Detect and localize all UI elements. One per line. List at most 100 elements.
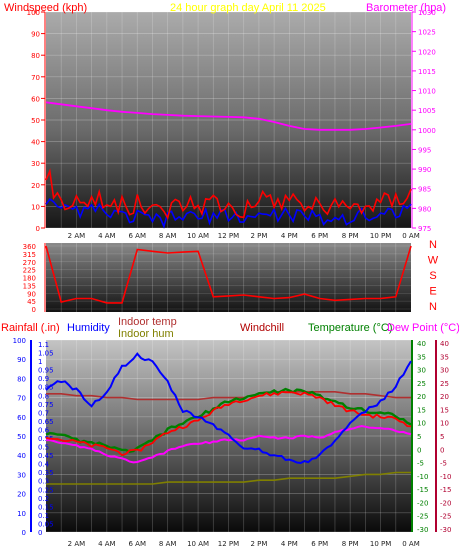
windchill-label: Windchill — [240, 322, 284, 334]
dew-point-tick-label: -20 — [440, 499, 451, 507]
barometer-tick-label: 1030 — [418, 9, 436, 17]
time-tick-label: 12 PM — [218, 540, 239, 548]
barometer-tick-label: 1025 — [418, 29, 436, 37]
rainfall-tick-label: 0.15 — [38, 503, 54, 511]
windspeed-tick-label: 0 — [36, 225, 40, 233]
time-tick-label: 2 PM — [250, 232, 267, 240]
dew-point-tick-label: 25 — [440, 380, 449, 388]
dew-point-tick-label: -25 — [440, 513, 451, 521]
temp-panel-time-labels: 2 AM 4 AM 6 AM 8 AM 10 AM 12 PM 2 PM 4 PM 6 PM 8 … — [68, 540, 420, 548]
rainfall-tick-label: 0.2 — [38, 495, 49, 503]
rainfall-tick-label: 0.3 — [38, 478, 49, 486]
time-tick-label: 8 PM — [342, 540, 359, 548]
humidity-tick-label: 70 — [17, 395, 26, 403]
rainfall-tick-label: 1.1 — [38, 341, 49, 349]
windspeed-tick-label: 90 — [31, 31, 40, 39]
compass-label: S — [429, 270, 436, 282]
barometer-tick-label: 1015 — [418, 68, 436, 76]
windspeed-tick-label: 20 — [31, 182, 40, 190]
rainfall-ticks: 00.050.10.150.20.250.30.350.40.450.50.55… — [38, 341, 54, 537]
direction-tick-label: 0 — [32, 306, 36, 314]
barometer-tick-label: 1020 — [418, 48, 436, 56]
temperature-tick-label: 35 — [417, 353, 426, 361]
graph-date-title: 24 hour graph day April 11 2025 — [170, 2, 326, 14]
wind-direction-line — [45, 245, 412, 304]
temperature-line — [45, 390, 412, 457]
rainfall-tick-label: 0.9 — [38, 375, 49, 383]
rainfall-tick-label: 0.45 — [38, 452, 54, 460]
temperature-tick-label: 10 — [417, 420, 426, 428]
humidity-tick-label: 40 — [17, 452, 26, 460]
barometer-tick-label: 1005 — [418, 107, 436, 115]
barometer-tick-label: 990 — [418, 166, 431, 174]
windchill-line — [45, 387, 412, 453]
temperature-tick-label: -25 — [417, 513, 428, 521]
compass-label: N — [429, 239, 437, 251]
time-tick-label: 8 AM — [159, 232, 177, 240]
temperature-tick-label: 15 — [417, 406, 426, 414]
dew-point-tick-label: 40 — [440, 340, 449, 348]
rainfall-tick-label: 0.1 — [38, 512, 49, 520]
time-tick-label: 2 AM — [68, 540, 86, 548]
time-tick-label: 6 PM — [311, 540, 328, 548]
rainfall-tick-label: 0.25 — [38, 486, 54, 494]
temperature-tick-label: 25 — [417, 380, 426, 388]
time-tick-label: 8 PM — [342, 232, 359, 240]
direction-panel-background — [46, 243, 411, 312]
dew-point-tick-label: 20 — [440, 393, 449, 401]
direction-tick-label: 135 — [23, 282, 36, 290]
dew-point-tick-label: 30 — [440, 367, 449, 375]
rainfall-tick-label: 0.5 — [38, 444, 49, 452]
compass-label: N — [429, 301, 437, 313]
time-tick-label: 12 PM — [218, 232, 239, 240]
rainfall-tick-label: 0.85 — [38, 384, 54, 392]
barometer-tick-label: 985 — [418, 186, 431, 194]
rainfall-tick-label: 0.8 — [38, 392, 49, 400]
time-tick-label: 8 AM — [159, 540, 177, 548]
humidity-ticks: 0 10 20 30 40 50 60 70 80 90 100 — [13, 337, 26, 537]
temperature-ticks: 40 35 30 25 20 15 10 5 0 -5 -10 -15 -20 -25 -30 — [417, 340, 428, 534]
rainfall-tick-label: 1 — [38, 358, 42, 366]
temperature-tick-label: 5 — [417, 433, 421, 441]
windspeed-tick-label: 70 — [31, 74, 40, 82]
windspeed-tick-label: 80 — [31, 52, 40, 60]
windspeed-tick-label: 30 — [31, 160, 40, 168]
wind-panel-right-ticks: 975 980 985 990 995 1000 1005 1010 1015 1020 1025 1… — [412, 9, 436, 233]
humidity-tick-label: 20 — [17, 491, 26, 499]
rainfall-label: Rainfall (.in) — [1, 322, 60, 334]
rainfall-tick-label: 0.95 — [38, 367, 54, 375]
time-tick-label: 10 AM — [187, 232, 209, 240]
barometer-tick-label: 975 — [418, 225, 431, 233]
humidity-tick-label: 10 — [17, 510, 26, 518]
temperature-tick-label: 40 — [417, 340, 426, 348]
direction-tick-label: 315 — [23, 251, 36, 259]
dew-point-tick-label: -15 — [440, 486, 451, 494]
dew-point-tick-label: 15 — [440, 406, 449, 414]
temperature-tick-label: -30 — [417, 526, 428, 534]
barometer-line — [45, 101, 412, 131]
time-tick-label: 4 AM — [98, 232, 116, 240]
dew-point-tick-label: -5 — [440, 460, 447, 468]
time-tick-label: 4 PM — [281, 540, 298, 548]
compass-label: E — [429, 286, 436, 298]
humidity-label: Humidity — [67, 322, 110, 334]
humidity-tick-label: 80 — [17, 375, 26, 383]
temperature-tick-label: -15 — [417, 486, 428, 494]
dew-point-tick-label: 10 — [440, 420, 449, 428]
barometer-tick-label: 995 — [418, 146, 431, 154]
humidity-tick-label: 30 — [17, 471, 26, 479]
windspeed-tick-label: 10 — [31, 203, 40, 211]
direction-tick-label: 360 — [23, 243, 36, 251]
windspeed-tick-label: 50 — [31, 117, 40, 125]
barometer-axis-title: Barometer (hpa) — [366, 2, 446, 14]
time-tick-label: 10 AM — [187, 540, 209, 548]
dew-point-tick-label: -30 — [440, 526, 451, 534]
direction-tick-label: 90 — [27, 290, 36, 298]
rainfall-tick-label: 0.7 — [38, 409, 49, 417]
dew-point-tick-label: 0 — [440, 446, 444, 454]
temperature-tick-label: -10 — [417, 473, 428, 481]
temperature-tick-label: 20 — [417, 393, 426, 401]
barometer-tick-label: 1010 — [418, 88, 436, 96]
